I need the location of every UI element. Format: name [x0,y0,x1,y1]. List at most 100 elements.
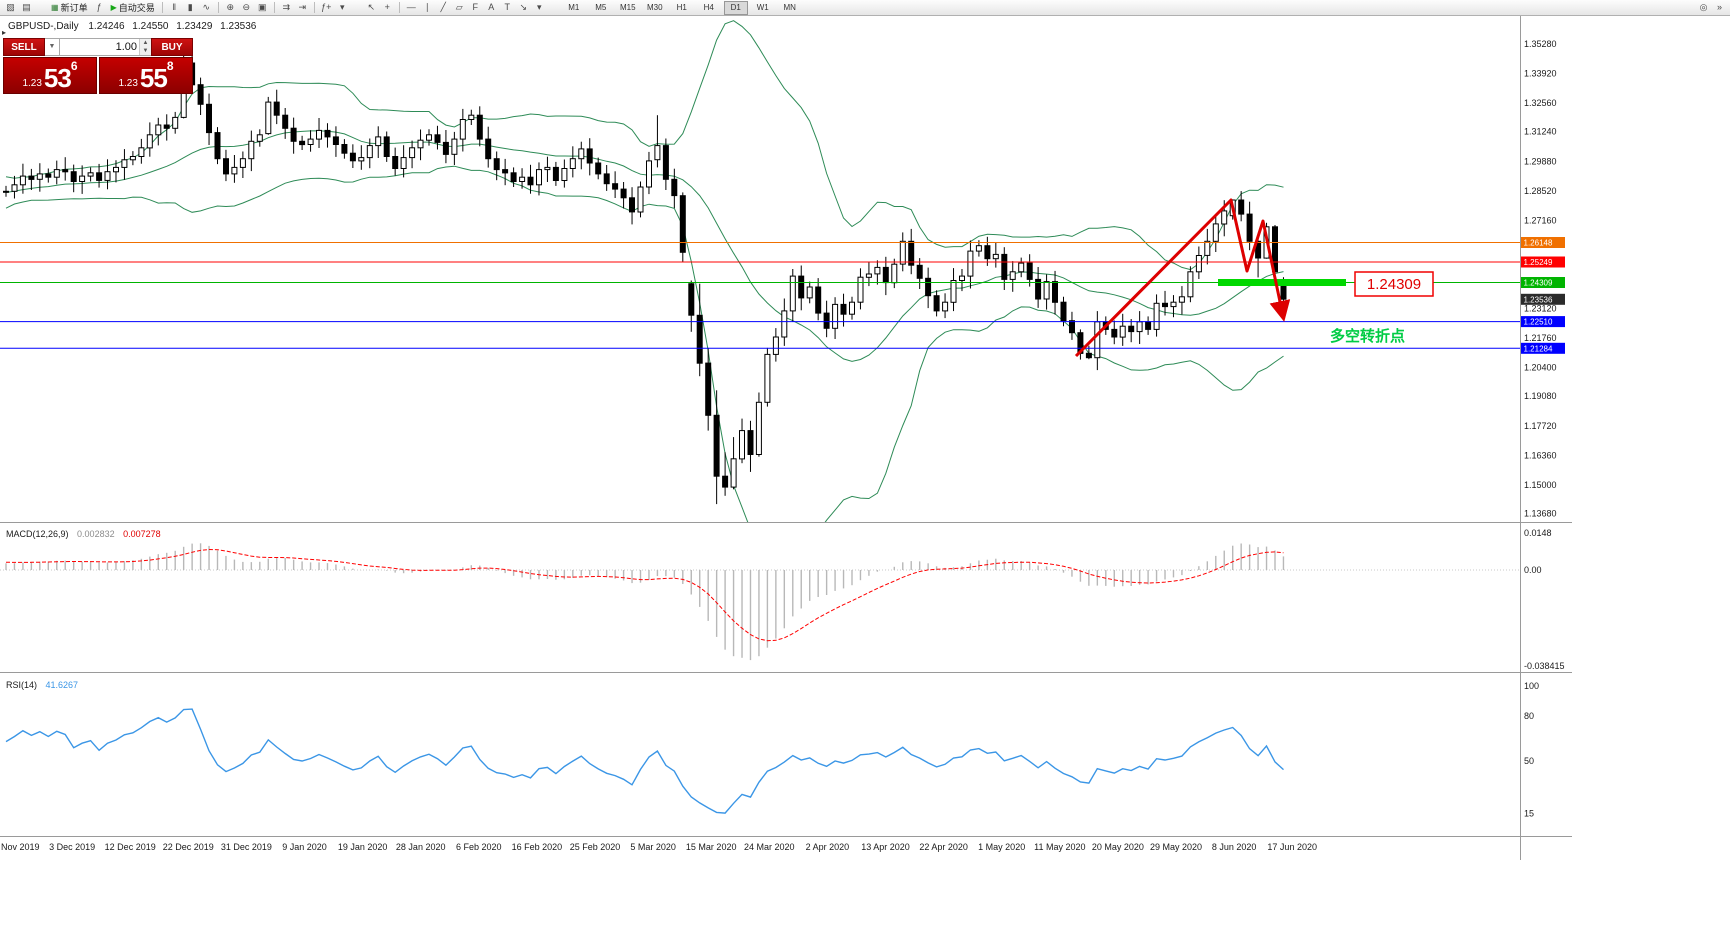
volume-field[interactable]: 1.00 ▲ ▼ [60,38,151,56]
candle-body [1136,321,1143,333]
fibonacci-icon[interactable]: F [472,2,479,12]
bid-base: 1.23 [22,78,42,89]
candlestick-chart-icon[interactable]: ▮ [187,2,193,12]
toolbar-separator [161,2,163,13]
timeframe-m5-button[interactable]: M5 [595,2,607,12]
date-axis[interactable]: 24 Nov 2019 3 Dec 2019 12 Dec 2019 22 Dec 2… [0,842,1317,852]
candle-body [231,166,238,175]
timeframe-m15-button[interactable]: M15 [619,2,636,12]
auto-trading-button[interactable]: ▶ 自动交易 [108,1,158,14]
one-click-collapse-icon[interactable]: ▸ [2,28,7,37]
candle-body [519,176,526,182]
horizontal-level-lines[interactable] [0,242,1520,349]
volume-value[interactable]: 1.00 [115,41,137,53]
sell-button[interactable]: SELL [3,38,45,56]
auto-scroll-icon[interactable]: ⇉ [282,2,291,12]
text-icon[interactable]: A [488,2,495,12]
candle-body [282,114,289,129]
expert-advisors-icon[interactable]: ƒ [96,2,102,12]
chart-shift-icon[interactable]: ⇥ [298,2,307,12]
date-tick-label: 9 Jan 2020 [282,842,327,852]
objects-dropdown-icon[interactable]: ▾ [536,2,542,12]
candle-body [967,250,974,277]
trendline-icon[interactable]: ╱ [440,2,446,12]
zoom-in-icon[interactable]: ⊕ [226,2,235,12]
date-tick-label: 11 May 2020 [1034,842,1085,852]
vertical-line-icon[interactable]: ∣ [425,2,430,12]
toolbar-overflow-icon[interactable]: » [1716,2,1722,12]
toolbar-help-icon[interactable]: ◎ [1699,2,1708,12]
text-label-icon[interactable]: T [504,2,511,12]
volume-up-icon[interactable]: ▲ [140,39,151,47]
timeframe-m1-button[interactable]: M1 [568,2,580,12]
timeframe-h4-button[interactable]: H4 [703,2,714,12]
zoom-out-icon[interactable]: ⊖ [242,2,251,12]
timeframe-d1-button[interactable]: D1 [723,0,748,15]
price-tick-label: 1.23120 [1524,303,1557,313]
candle-body [1221,210,1228,225]
cursor-icon[interactable]: ↖ [367,2,376,12]
volume-down-icon[interactable]: ▼ [140,47,151,55]
price-tag-label: 1.26148 [1524,239,1553,248]
candle-body [772,336,779,355]
candle-body [722,475,729,488]
bollinger-middle-band [5,130,1284,362]
chart-annotations[interactable] [1074,198,1346,358]
candle-body [341,144,348,154]
candle-body [19,175,26,186]
date-tick-label: 16 Feb 2020 [512,842,563,852]
candle-body [79,175,86,183]
volume-stepper[interactable]: ▲ ▼ [139,39,151,55]
candle-body [1170,301,1177,308]
date-tick-label: 17 Jun 2020 [1267,842,1317,852]
timeframe-w1-button[interactable]: W1 [756,2,769,12]
price-label-box[interactable]: 1.24309 [1354,271,1434,297]
sell-price-button[interactable]: 1.23 53 6 [3,57,97,94]
tile-windows-icon[interactable]: ▣ [257,2,267,12]
rsi-label: RSI(14) 41.6267 [6,680,78,690]
equidistant-channel-icon[interactable]: ▱ [455,2,463,12]
indicators-dropdown-icon[interactable]: ▾ [339,2,345,12]
price-tick-label: 1.33920 [1524,68,1557,78]
candle-body [527,176,534,186]
buy-price-button[interactable]: 1.23 55 8 [99,57,193,94]
order-type-dropdown[interactable]: ▼ [45,38,60,56]
price-tag-label: 1.25249 [1524,258,1553,267]
price-tick-label: 1.35280 [1524,39,1557,49]
price-axis[interactable]: 1.35280 1.33920 1.32560 1.31240 1.29880 1.285… [1524,39,1565,819]
horizontal-line-icon[interactable]: ― [406,2,416,12]
trend-zigzag-arrow[interactable] [1074,198,1291,358]
timeframe-mn-button[interactable]: MN [783,2,796,12]
candle-body [223,158,229,175]
candle-body [950,280,957,303]
price-tag [1521,316,1565,328]
candle-body [316,129,322,140]
candle-body [36,173,43,180]
indicators-icon[interactable]: ƒ+ [321,2,332,12]
line-chart-icon[interactable]: ∿ [202,2,211,12]
crosshair-icon[interactable]: + [384,2,390,12]
buy-button[interactable]: BUY [151,38,193,56]
candle-body [155,124,162,136]
timeframe-h1-button[interactable]: H1 [676,2,687,12]
candle-body [214,132,221,160]
candle-body [459,119,466,140]
turning-point-note[interactable]: 多空转折点 [1330,327,1405,345]
macd-label: MACD(12,26,9) 0.002832 0.007278 [6,529,161,539]
arrows-icon[interactable]: ↘ [519,2,528,12]
candle-body [45,173,52,178]
timeframe-m30-button[interactable]: M30 [646,2,663,12]
new-order-icon: ▦ [51,3,59,12]
chart-profiles-icon[interactable]: ▤ [22,2,31,12]
new-chart-icon[interactable]: ▧ [6,2,15,12]
candle-body [603,173,610,185]
candle-body [730,458,737,488]
price-tick-label: 1.21760 [1524,333,1557,343]
bar-chart-icon[interactable]: ‖ [172,2,177,12]
price-tag-label: 1.24309 [1524,279,1553,288]
new-order-button[interactable]: ▦ 新订单 [48,1,91,14]
bollinger-upper-band [5,20,1284,271]
candle-body [654,145,661,161]
